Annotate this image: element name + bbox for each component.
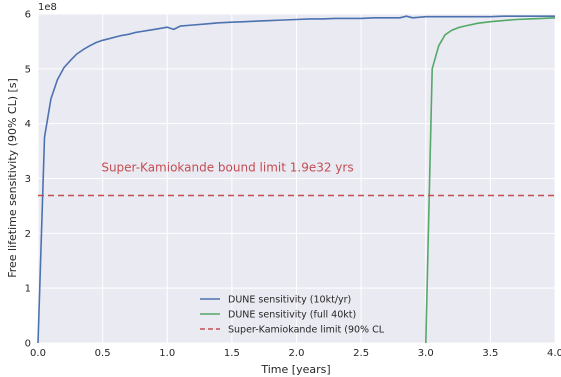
tick-labels: 0.0 0.5 1.0 1.5 2.0 2.5 3.0 3.5 4.0 0 1 2 3 4 5 6 [25,10,561,360]
series-layer [37,15,556,344]
series-line-2 [425,17,556,344]
x-tick-label: 0.0 [30,348,46,359]
legend-entry: Super-Kamiokande limit (90% CL [228,325,385,336]
grid [37,13,556,344]
x-tick-label: 2.5 [353,348,369,359]
y-tick-label: 6 [25,10,31,21]
y-tick-label: 2 [25,229,31,240]
x-tick-label: 2.0 [289,348,305,359]
y-axis-label: Free lifetime sensitivity (90% CL) [s] [6,78,19,278]
y-tick-label: 1 [25,284,31,295]
x-tick-label: 3.0 [418,348,434,359]
x-tick-label: 0.5 [95,348,111,359]
y-tick-label: 5 [25,64,31,75]
y-tick-label: 0 [25,339,31,350]
annotation: Super-Kamiokande bound limit 1.9e32 yrs [101,161,353,175]
x-tick-label: 4.0 [547,348,561,359]
legend-entry: DUNE sensitivity (full 40kt) [228,310,356,321]
x-tick-label: 3.5 [482,348,498,359]
legend: DUNE sensitivity (10kt/yr) DUNE sensitivi… [200,295,385,336]
x-axis-label: Time [years] [260,363,330,376]
x-tick-label: 1.5 [224,348,240,359]
series-line-1 [37,15,555,344]
y-tick-label: 4 [25,119,31,130]
y-tick-label: 3 [25,174,31,185]
y-multiplier-label: 1e8 [38,2,57,13]
x-tick-label: 1.0 [159,348,175,359]
legend-entry: DUNE sensitivity (10kt/yr) [228,295,351,306]
